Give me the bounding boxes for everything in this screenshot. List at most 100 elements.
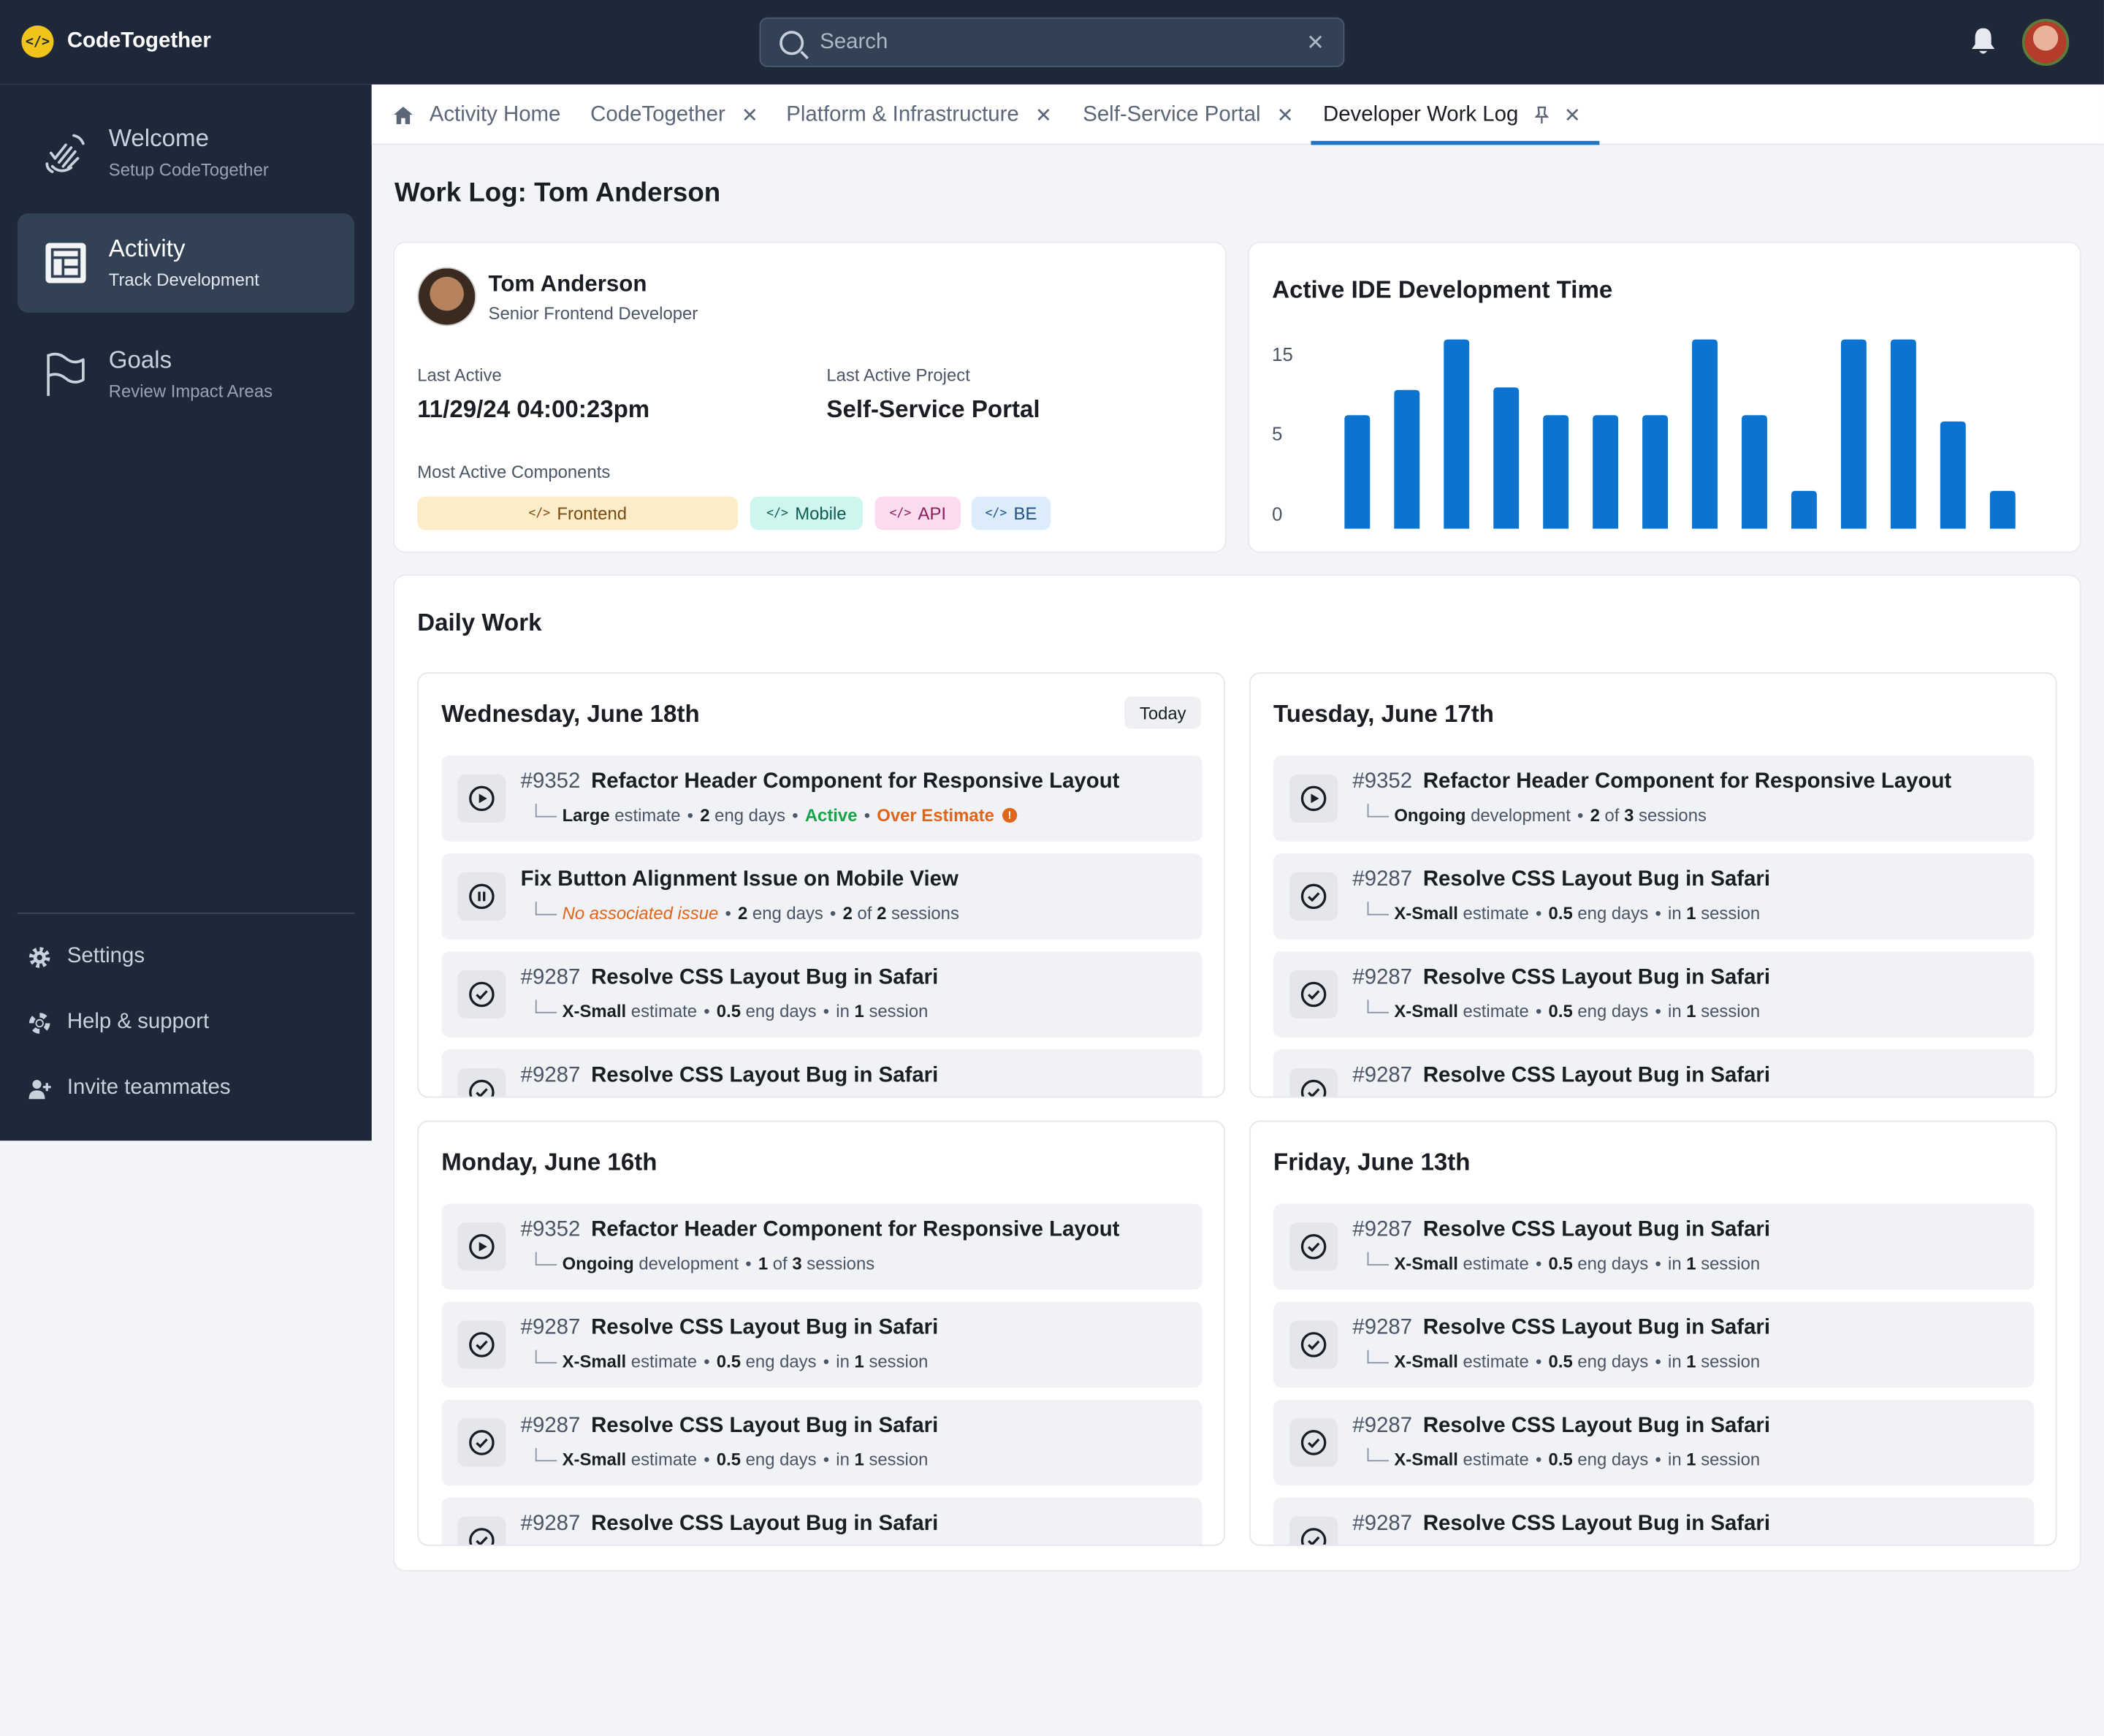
meta-text: Active xyxy=(804,805,858,826)
task-item[interactable]: #9287 Resolve CSS Layout Bug in Safari X-S… xyxy=(441,951,1202,1038)
task-item[interactable]: #9287 Resolve CSS Layout Bug in Safari X-S… xyxy=(1273,951,2035,1038)
task-item[interactable]: #9287 Resolve CSS Layout Bug in Safari X-S… xyxy=(441,1301,1202,1388)
chart-bar[interactable] xyxy=(1543,415,1569,529)
sidebar-item-welcome[interactable]: Welcome Setup CodeTogether xyxy=(18,103,354,202)
issue-number[interactable]: #9352 xyxy=(520,1218,581,1241)
issue-number[interactable]: #9287 xyxy=(1352,868,1413,891)
meta-text: in xyxy=(1668,1001,1687,1021)
sidebar-item-activity[interactable]: Activity Track Development xyxy=(17,213,354,313)
pin-icon[interactable] xyxy=(1534,105,1548,124)
task-item[interactable]: #9287 Resolve CSS Layout Bug in Safari X-S… xyxy=(1273,1399,2035,1486)
tab-platform-infrastructure[interactable]: Platform & Infrastructure ✕ xyxy=(786,85,1052,145)
close-tab-icon[interactable]: ✕ xyxy=(741,104,758,127)
meta-text: session xyxy=(864,1001,929,1021)
tab-developer-work-log[interactable]: Developer Work Log ✕ xyxy=(1323,85,1581,145)
y-tick-label: 5 xyxy=(1272,424,1282,444)
issue-number[interactable]: #9287 xyxy=(1352,1316,1413,1340)
task-item[interactable]: #9287 Resolve CSS Layout Bug in Safari X-S… xyxy=(1273,1301,2035,1388)
chart-bar[interactable] xyxy=(1593,415,1619,529)
meta-text: session xyxy=(1696,903,1761,924)
chart-bar[interactable] xyxy=(1840,339,1867,529)
tab-self-service-portal[interactable]: Self-Service Portal ✕ xyxy=(1083,85,1294,145)
user-avatar[interactable] xyxy=(2021,18,2070,66)
chart-bar[interactable] xyxy=(1344,415,1371,529)
meta-text: estimate xyxy=(1457,1351,1529,1372)
notification-bell-icon[interactable] xyxy=(1970,27,1997,56)
task-title: Refactor Header Component for Responsive… xyxy=(591,770,1120,793)
sidebar-item-title: Activity xyxy=(108,235,186,262)
invite-teammates-label: Invite teammates xyxy=(66,1076,231,1100)
invite-teammates-link[interactable]: Invite teammates xyxy=(28,1076,231,1100)
tree-connector xyxy=(1367,1349,1389,1363)
issue-number[interactable]: #9352 xyxy=(1352,770,1413,793)
issue-number[interactable]: #9287 xyxy=(1352,1512,1413,1536)
task-item[interactable]: #9287 Resolve CSS Layout Bug in Safari xyxy=(1273,1049,2035,1097)
chart-bar[interactable] xyxy=(1989,490,2016,529)
meta-text: • xyxy=(1535,1449,1542,1470)
chart-bar[interactable] xyxy=(1890,339,1916,529)
component-chip-api[interactable]: </> API xyxy=(874,496,961,530)
issue-number[interactable]: #9287 xyxy=(1352,1064,1413,1087)
brand[interactable]: </> CodeTogether xyxy=(21,25,211,58)
close-tab-icon[interactable]: ✕ xyxy=(1276,104,1294,127)
task-item[interactable]: #9352 Refactor Header Component for Respo… xyxy=(1273,755,2035,842)
component-chip-be[interactable]: </> BE xyxy=(971,496,1051,530)
issue-number[interactable]: #9287 xyxy=(520,1316,581,1340)
today-badge: Today xyxy=(1124,696,1201,729)
meta-text: session xyxy=(1696,1001,1761,1021)
tree-connector xyxy=(1367,1251,1389,1265)
check-circle-icon xyxy=(1289,1222,1338,1271)
last-project-value[interactable]: Self-Service Portal xyxy=(826,395,1040,423)
chart-bar[interactable] xyxy=(1940,421,1966,529)
task-item[interactable]: #9287 Resolve CSS Layout Bug in Safari xyxy=(1273,1497,2035,1545)
task-item[interactable]: #9352 Refactor Header Component for Respo… xyxy=(441,755,1202,842)
clear-search-icon[interactable]: ✕ xyxy=(1306,31,1324,55)
task-item[interactable]: #9287 Resolve CSS Layout Bug in Safari xyxy=(441,1497,1202,1545)
task-item[interactable]: Fix Button Alignment Issue on Mobile Vie… xyxy=(441,853,1202,940)
chart-bar[interactable] xyxy=(1692,339,1718,529)
top-bar: </> CodeTogether ✕ xyxy=(0,0,2104,85)
issue-number[interactable]: #9287 xyxy=(1352,966,1413,989)
close-tab-icon[interactable]: ✕ xyxy=(1563,104,1581,127)
day-title: Tuesday, June 17th xyxy=(1273,700,1494,728)
task-item[interactable]: #9287 Resolve CSS Layout Bug in Safari X-S… xyxy=(1273,853,2035,940)
task-item[interactable]: #9287 Resolve CSS Layout Bug in Safari xyxy=(441,1049,1202,1097)
profile-card: Tom Anderson Senior Frontend Developer L… xyxy=(394,243,1225,552)
issue-number[interactable]: #9352 xyxy=(520,770,581,793)
meta-text: • xyxy=(1655,1253,1661,1274)
meta-text: 1 xyxy=(1686,1449,1696,1470)
component-chip-frontend[interactable]: </> Frontend xyxy=(417,496,739,530)
play-circle-icon xyxy=(457,1222,506,1271)
task-item[interactable]: #9352 Refactor Header Component for Respo… xyxy=(441,1203,1202,1290)
chart-bar[interactable] xyxy=(1493,387,1520,529)
task-heading: #9287 Resolve CSS Layout Bug in Safari xyxy=(1352,1219,1770,1243)
issue-number[interactable]: #9287 xyxy=(520,1414,581,1438)
chart-bar[interactable] xyxy=(1394,389,1420,529)
search-box[interactable]: ✕ xyxy=(759,17,1345,67)
task-title: Resolve CSS Layout Bug in Safari xyxy=(591,966,939,989)
search-input[interactable] xyxy=(820,30,1307,55)
chart-bar[interactable] xyxy=(1791,490,1817,529)
task-item[interactable]: #9287 Resolve CSS Layout Bug in Safari X-S… xyxy=(1273,1203,2035,1290)
issue-number[interactable]: #9287 xyxy=(520,966,581,989)
tab-codetogether[interactable]: CodeTogether ✕ xyxy=(590,85,758,145)
settings-link[interactable]: Settings xyxy=(28,945,145,969)
chart-bar[interactable] xyxy=(1444,339,1470,529)
meta-text: • xyxy=(725,903,731,924)
chart-bar[interactable] xyxy=(1742,415,1767,529)
add-user-icon xyxy=(28,1077,51,1100)
issue-number[interactable]: #9287 xyxy=(520,1064,581,1087)
tab-activity-home[interactable]: Activity Home xyxy=(393,85,560,145)
meta-text: X-Small xyxy=(1394,1449,1458,1470)
close-tab-icon[interactable]: ✕ xyxy=(1034,104,1052,127)
chart-bar[interactable] xyxy=(1642,415,1669,529)
task-item[interactable]: #9287 Resolve CSS Layout Bug in Safari X-S… xyxy=(441,1399,1202,1486)
issue-number[interactable]: #9287 xyxy=(1352,1218,1413,1241)
issue-number[interactable]: #9287 xyxy=(1352,1414,1413,1438)
meta-text: session xyxy=(1696,1351,1761,1372)
meta-text: eng days xyxy=(1572,903,1649,924)
component-chip-mobile[interactable]: </> Mobile xyxy=(750,496,863,530)
help-support-link[interactable]: Help & support xyxy=(28,1010,209,1035)
sidebar-item-goals[interactable]: Goals Review Impact Areas xyxy=(18,324,354,424)
issue-number[interactable]: #9287 xyxy=(520,1512,581,1536)
